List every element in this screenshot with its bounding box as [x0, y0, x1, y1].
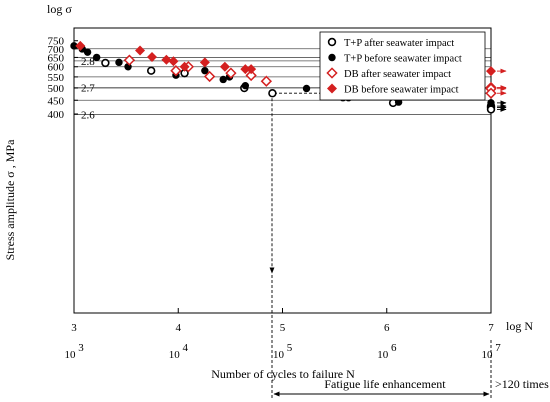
- point-db-after: [245, 69, 257, 82]
- log-sigma-ticks: 2.6 2.7 2.8: [81, 56, 95, 122]
- point-tp-before: [92, 53, 101, 62]
- point-db-before: [135, 45, 146, 56]
- gridlines: [74, 48, 491, 115]
- log-n-tick-label: 7: [488, 322, 494, 334]
- y-tick-label: 600: [48, 62, 65, 74]
- y-tick-label: 500: [48, 83, 65, 95]
- n-tick-label: 10: [65, 349, 77, 361]
- legend-label: T+P before seawater impact: [344, 54, 462, 65]
- legend-label: DB after seawater impact: [344, 69, 451, 80]
- point-tp-after: [146, 66, 156, 75]
- legend-box: [319, 31, 486, 101]
- n-tick-label: 10: [273, 349, 285, 361]
- n-tick-exponent: 5: [287, 342, 293, 354]
- log-sigma-label: log σ: [47, 2, 72, 16]
- legend-label: DB before seawater impact: [344, 85, 459, 96]
- y-axis-title: Stress amplitude σ , MPa: [3, 139, 17, 260]
- point-tp-before: [487, 99, 495, 107]
- point-db-after: [260, 75, 273, 87]
- point-db-before: [199, 57, 210, 68]
- legend-label: T+P after seawater impact: [344, 38, 454, 49]
- point-tp-after: [268, 89, 277, 98]
- enhancement-label: Fatigue life enhancement: [324, 377, 446, 391]
- legend-marker: [328, 53, 336, 62]
- y-tick-label: 550: [48, 72, 65, 84]
- n-tick-exponent: 6: [391, 342, 397, 354]
- n-tick-exponent: 7: [495, 342, 501, 354]
- log-sigma-tick-label: 2.7: [81, 83, 95, 95]
- point-tp-before: [83, 48, 92, 56]
- point-db-after: [123, 54, 136, 66]
- enhancement-times: >120 times: [495, 377, 549, 391]
- n-tick-exponent: 3: [78, 342, 84, 354]
- point-tp-before: [302, 84, 311, 93]
- log-n-ticks: 3 4 5 6 7: [71, 322, 494, 334]
- point-db-before: [75, 40, 86, 51]
- legend-marker: [327, 37, 337, 47]
- point-db-before: [486, 66, 496, 77]
- legend-marker: [327, 83, 337, 94]
- log-n-label: log N: [506, 319, 533, 333]
- log-n-tick-label: 4: [176, 322, 182, 334]
- point-tp-before: [241, 81, 250, 90]
- point-tp-after: [101, 58, 110, 68]
- point-db-before: [219, 61, 230, 72]
- point-db-after: [485, 87, 497, 99]
- log-n-tick-label: 3: [71, 322, 77, 334]
- y-tick-label: 450: [48, 95, 65, 107]
- point-db-before: [161, 54, 172, 65]
- legend: T+P after seawater impact T+P before seaw…: [319, 31, 486, 101]
- point-db-before: [240, 64, 251, 75]
- point-tp-before: [115, 58, 123, 67]
- n-tick-label: 10: [169, 349, 181, 361]
- n-tick-label: 10: [482, 349, 494, 361]
- legend-marker: [326, 67, 338, 79]
- n-tick-exponent: 4: [183, 342, 189, 354]
- point-db-before: [179, 61, 190, 72]
- point-tp-after: [486, 105, 496, 114]
- y-tick-label: 750: [48, 36, 65, 48]
- n-tick-label: 10: [377, 349, 389, 361]
- point-tp-before: [70, 42, 78, 50]
- point-db-before: [168, 56, 179, 67]
- point-tp-before: [219, 75, 227, 84]
- x-axis-title: Number of cycles to failure N: [211, 367, 355, 381]
- log-n-tick-label: 5: [280, 322, 286, 334]
- point-db-before: [146, 52, 157, 63]
- point-tp-before: [201, 66, 209, 75]
- log-n-tick-label: 6: [384, 322, 390, 334]
- point-db-after: [170, 65, 182, 77]
- data-points: [70, 40, 497, 114]
- log-sigma-tick-label: 2.6: [81, 110, 95, 122]
- point-db-after: [225, 67, 237, 79]
- y-tick-label: 400: [48, 109, 65, 121]
- runout-arrows: [497, 68, 507, 112]
- log-sigma-tick-label: 2.8: [81, 56, 95, 68]
- y-tick-label: 700: [48, 44, 65, 56]
- point-db-before: [246, 64, 257, 75]
- y-tick-label: 650: [48, 52, 65, 64]
- plot-frame: [73, 27, 492, 314]
- point-db-after: [203, 70, 216, 83]
